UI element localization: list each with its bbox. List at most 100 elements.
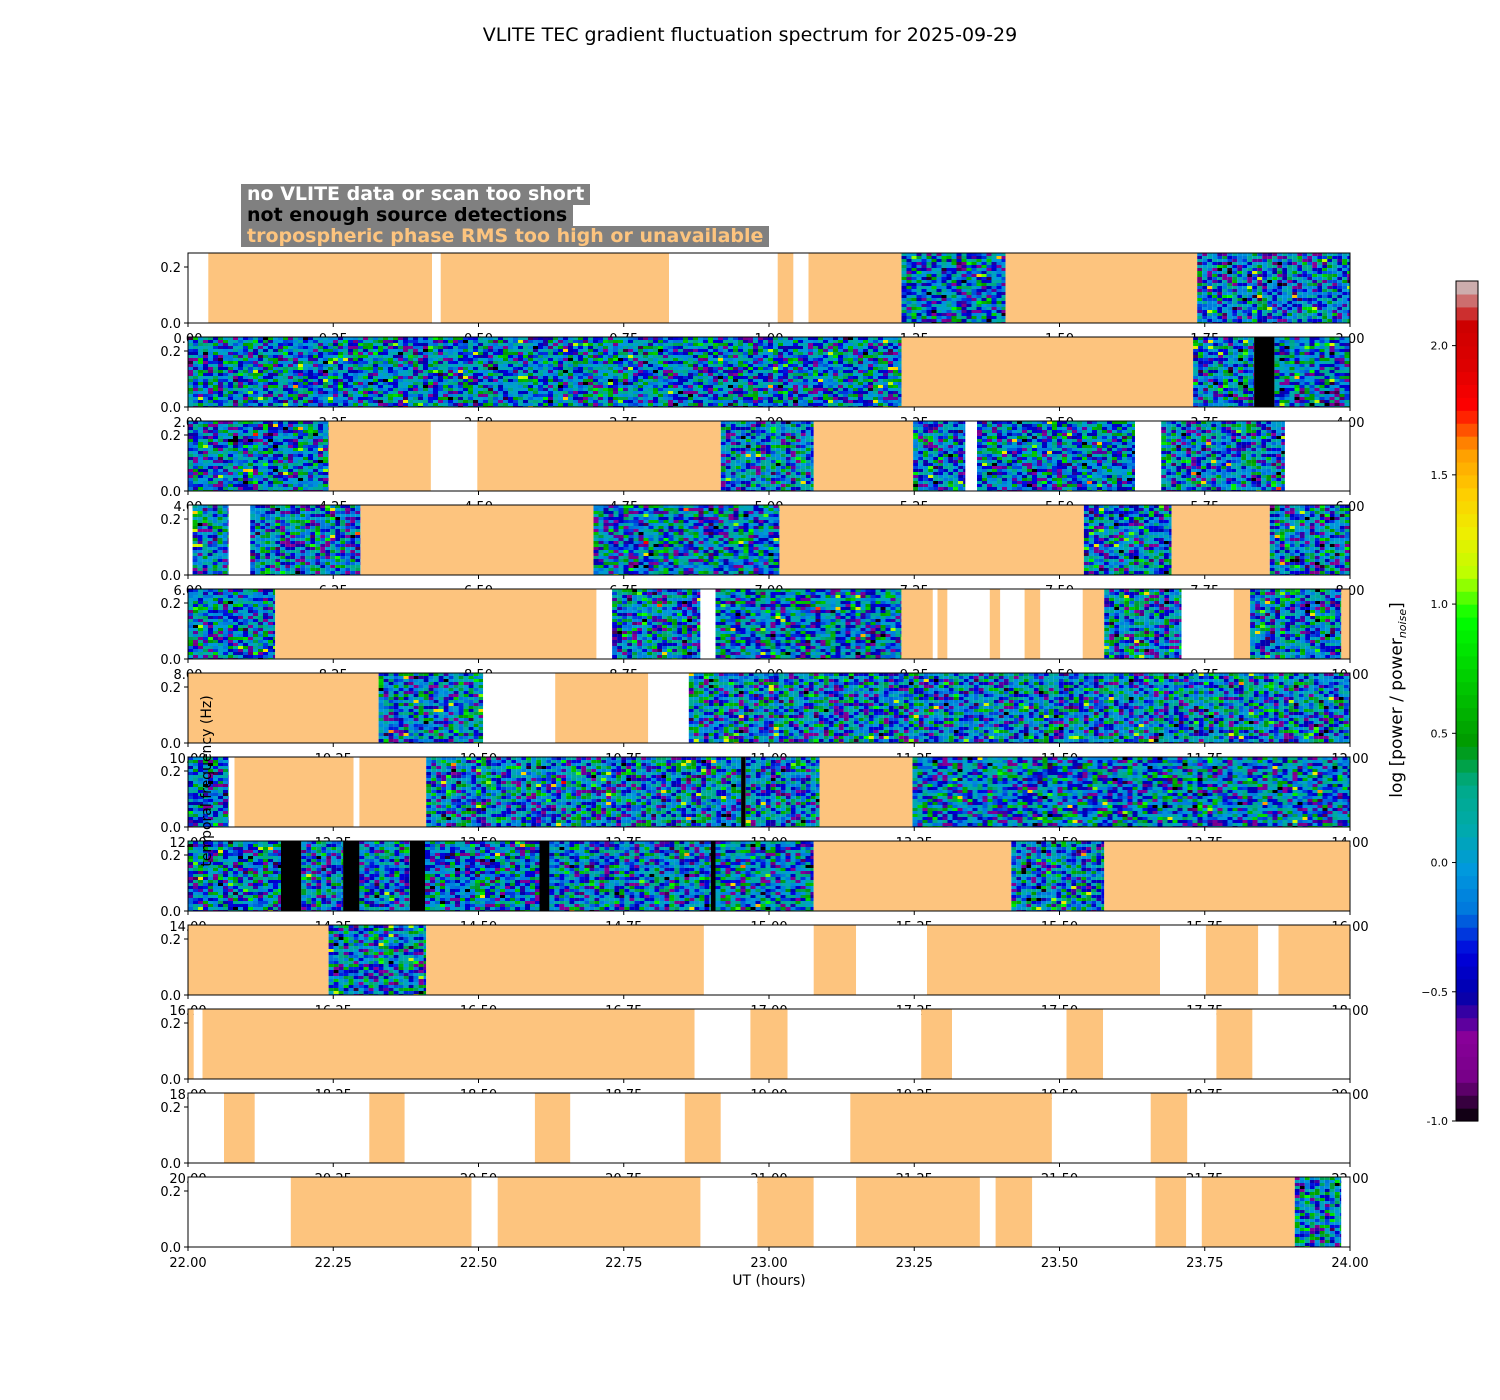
spectrum-cell — [843, 358, 848, 361]
spectrum-cell — [353, 394, 358, 397]
spectrum-cell — [1208, 361, 1214, 364]
spectrum-cell — [478, 343, 483, 346]
spectrum-cell — [893, 391, 898, 394]
spectrum-cell — [353, 340, 358, 343]
spectrum-cell — [223, 355, 228, 358]
spectrum-cell — [1327, 256, 1333, 259]
spectrum-cell — [883, 391, 888, 394]
spectrum-cell — [603, 397, 608, 400]
spectrum-cell — [628, 394, 633, 397]
spectrum-cell — [623, 352, 628, 355]
spectrum-cell — [253, 400, 258, 403]
spectrum-cell — [488, 352, 493, 355]
spectrum-cell — [333, 361, 338, 364]
spectrum-cell — [448, 388, 453, 391]
spectrum-cell — [288, 379, 293, 382]
spectrum-cell — [803, 403, 808, 406]
spectrum-cell — [208, 346, 213, 349]
spectrum-cell — [931, 307, 937, 310]
spectrum-cell — [956, 292, 962, 295]
spectrum-cell — [1207, 280, 1213, 283]
spectrum-cell — [263, 391, 268, 394]
spectrum-cell — [763, 394, 768, 397]
spectrum-cell — [213, 394, 218, 397]
spectrum-cell — [1312, 313, 1318, 316]
spectrum-cell — [1332, 316, 1338, 319]
spectrum-cell — [763, 403, 768, 406]
spectrum-cell — [308, 352, 313, 355]
spectrum-cell — [588, 391, 593, 394]
spectrum-cell — [198, 361, 203, 364]
spectrum-cell — [528, 349, 533, 352]
spectrum-cell — [273, 400, 278, 403]
spectrum-cell — [313, 391, 318, 394]
spectrum-cell — [793, 373, 798, 376]
spectrum-cell — [198, 337, 203, 340]
spectrum-cell — [911, 313, 917, 316]
spectrum-cell — [1223, 400, 1229, 403]
spectrum-cell — [763, 349, 768, 352]
spectrum-cell — [828, 382, 833, 385]
spectrum-cell — [1307, 265, 1313, 268]
spectrum-cell — [543, 403, 548, 406]
spectrum-cell — [996, 319, 1002, 322]
spectrum-cell — [593, 337, 598, 340]
spectrum-cell — [1312, 298, 1318, 301]
spectrum-cell — [198, 403, 203, 406]
spectrum-cell — [778, 358, 783, 361]
spectrum-cell — [268, 403, 273, 406]
spectrum-cell — [528, 385, 533, 388]
spectrum-cell — [648, 337, 653, 340]
spectrum-cell — [528, 367, 533, 370]
spectrum-cell — [418, 397, 423, 400]
spectrum-cell — [688, 403, 693, 406]
spectrum-cell — [878, 346, 883, 349]
spectrum-cell — [858, 340, 863, 343]
spectrum-cell — [333, 397, 338, 400]
spectrum-cell — [1242, 268, 1248, 271]
spectrum-cell — [863, 370, 868, 373]
spectrum-cell — [328, 382, 333, 385]
spectrum-cell — [773, 370, 778, 373]
spectrum-cell — [428, 400, 433, 403]
spectrum-cell — [853, 403, 858, 406]
spectrum-cell — [1233, 376, 1239, 379]
spectrum-cell — [423, 403, 428, 406]
spectrum-cell — [1342, 301, 1348, 304]
spectrum-cell — [1227, 307, 1233, 310]
spectrum-cell — [1207, 259, 1213, 262]
spectrum-cell — [936, 301, 942, 304]
spectrum-cell — [518, 388, 523, 391]
spectrum-cell — [428, 385, 433, 388]
spectrum-cell — [308, 385, 313, 388]
spectrum-cell — [353, 358, 358, 361]
spectrum-cell — [688, 376, 693, 379]
spectrum-cell — [363, 403, 368, 406]
spectrum-cell — [573, 388, 578, 391]
spectrum-cell — [508, 403, 513, 406]
spectrum-cell — [678, 394, 683, 397]
spectrum-cell — [563, 367, 568, 370]
spectrum-cell — [543, 346, 548, 349]
spectrum-cell — [1332, 310, 1338, 313]
spectrum-cell — [833, 346, 838, 349]
spectrum-cell — [898, 394, 902, 397]
spectrum-cell — [898, 358, 902, 361]
spectrum-cell — [1217, 313, 1223, 316]
spectrum-cell — [508, 349, 513, 352]
spectrum-cell — [583, 373, 588, 376]
spectrum-cell — [1203, 346, 1209, 349]
spectrum-cell — [1287, 277, 1293, 280]
spectrum-cell — [633, 343, 638, 346]
spectrum-cell — [1252, 265, 1258, 268]
spectrum-cell — [926, 295, 932, 298]
spectrum-cell — [558, 337, 563, 340]
spectrum-cell — [738, 391, 743, 394]
spectrum-cell — [583, 394, 588, 397]
spectrum-cell — [343, 388, 348, 391]
spectrum-cell — [1252, 301, 1258, 304]
spectrum-cell — [768, 391, 773, 394]
spectrum-cell — [408, 355, 413, 358]
spectrum-cell — [1223, 361, 1229, 364]
spectrum-cell — [518, 355, 523, 358]
